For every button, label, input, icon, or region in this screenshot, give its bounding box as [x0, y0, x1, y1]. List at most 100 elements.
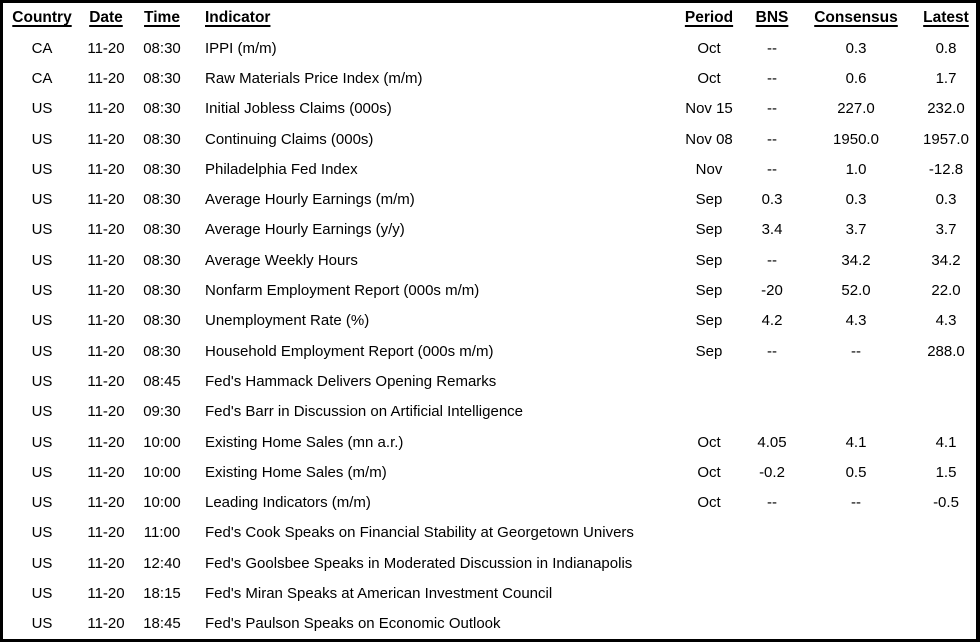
cell-bns: 4.05 [757, 433, 787, 451]
cell-consensus: 4.1 [845, 433, 867, 451]
table-row: US 11-20 08:30 Average Hourly Earnings (m/m… [3, 184, 976, 214]
cell-date: 11-20 [87, 39, 125, 57]
table-row: US 11-20 08:30 Nonfarm Employment Report (0… [3, 275, 976, 305]
column-header-indicator: Indicator [193, 3, 670, 33]
column-header-label: Time [144, 9, 180, 27]
cell-consensus [796, 609, 916, 639]
cell-indicator: Continuing Claims (000s) [205, 130, 374, 148]
cell-latest: -12.8 [928, 160, 964, 178]
cell-time: 10:00 [143, 433, 181, 451]
column-header-label: Period [684, 9, 734, 27]
cell-country: US [31, 372, 53, 390]
cell-indicator: Fed's Paulson Speaks on Economic Outlook [205, 615, 501, 633]
column-header-country: Country [3, 3, 81, 33]
cell-date: 11-20 [87, 69, 125, 87]
cell-period: Sep [695, 191, 723, 209]
cell-date: 11-20 [87, 312, 125, 330]
cell-time: 08:30 [143, 130, 181, 148]
cell-bns: -- [767, 160, 777, 178]
table-row: US 11-20 09:30 Fed's Barr in Discussion on … [3, 397, 976, 427]
cell-indicator: Household Employment Report (000s m/m) [205, 342, 494, 360]
cell-country: US [31, 615, 53, 633]
cell-date: 11-20 [87, 403, 125, 421]
cell-consensus [796, 578, 916, 608]
cell-time: 08:45 [143, 372, 181, 390]
column-header-bns: BNS [748, 3, 796, 33]
cell-consensus: 0.3 [845, 39, 867, 57]
header-row: Country Date Time Indicator Period BNS Consens… [3, 3, 976, 33]
cell-indicator: Raw Materials Price Index (m/m) [205, 69, 423, 87]
cell-indicator: IPPI (m/m) [205, 39, 277, 57]
cell-consensus: 1950.0 [833, 130, 879, 148]
cell-latest: 4.3 [935, 312, 957, 330]
cell-bns: 0.3 [761, 191, 783, 209]
cell-consensus [796, 548, 916, 578]
cell-country: US [31, 524, 53, 542]
cell-country: US [31, 160, 53, 178]
cell-period: Oct [697, 433, 721, 451]
table-row: US 11-20 18:15 Fed's Miran Speaks at Americ… [3, 578, 976, 608]
cell-period: Oct [697, 494, 721, 512]
column-header-label: Consensus [814, 9, 898, 27]
table-row: US 11-20 08:30 Philadelphia Fed Index Nov -- 1… [3, 154, 976, 184]
cell-time: 18:45 [143, 615, 181, 633]
cell-period: Nov 15 [685, 100, 733, 118]
cell-date: 11-20 [87, 433, 125, 451]
cell-period: Sep [695, 221, 723, 239]
table-row: US 11-20 08:30 Average Weekly Hours Sep -- 34.… [3, 245, 976, 275]
cell-latest [916, 609, 976, 639]
cell-date: 11-20 [87, 342, 125, 360]
cell-latest: 232.0 [927, 100, 965, 118]
cell-time: 08:30 [143, 69, 181, 87]
cell-period [670, 578, 748, 608]
cell-latest: -0.5 [933, 494, 959, 512]
cell-time: 10:00 [143, 494, 181, 512]
cell-time: 08:30 [143, 312, 181, 330]
cell-date: 11-20 [87, 584, 125, 602]
cell-time: 10:00 [143, 463, 181, 481]
cell-period [670, 609, 748, 639]
table-row: CA 11-20 08:30 Raw Materials Price Index (m… [3, 63, 976, 93]
economic-calendar-table: Country Date Time Indicator Period BNS Consens… [3, 3, 976, 639]
cell-time: 12:40 [143, 554, 181, 572]
table-row: US 11-20 08:30 Average Hourly Earnings (y/y… [3, 215, 976, 245]
cell-country: US [31, 403, 53, 421]
cell-time: 08:30 [143, 342, 181, 360]
cell-latest [916, 578, 976, 608]
table-body: CA 11-20 08:30 IPPI (m/m) Oct -- 0.3 0.8 CA 11-20… [3, 33, 976, 639]
cell-period: Nov 08 [685, 130, 733, 148]
table-row: US 11-20 12:40 Fed's Goolsbee Speaks in Mod… [3, 548, 976, 578]
table-row: US 11-20 10:00 Existing Home Sales (m/m) Oct… [3, 457, 976, 487]
cell-bns: -- [767, 130, 777, 148]
cell-country: US [31, 100, 53, 118]
cell-latest: 0.3 [935, 191, 957, 209]
cell-consensus: 0.3 [845, 191, 867, 209]
cell-bns: -- [767, 251, 777, 269]
cell-date: 11-20 [87, 251, 125, 269]
cell-period: Oct [697, 69, 721, 87]
cell-latest: 22.0 [931, 282, 961, 300]
cell-period: Nov [695, 160, 723, 178]
cell-latest: 1.5 [935, 463, 957, 481]
cell-time: 11:00 [143, 524, 181, 542]
cell-bns: -0.2 [759, 463, 785, 481]
cell-bns [748, 578, 796, 608]
cell-time: 08:30 [143, 282, 181, 300]
cell-bns: -- [767, 69, 777, 87]
cell-date: 11-20 [87, 221, 125, 239]
cell-period [670, 366, 748, 396]
cell-country: US [31, 584, 53, 602]
column-header-label: Date [89, 9, 123, 27]
cell-date: 11-20 [87, 494, 125, 512]
column-header-label: Country [12, 9, 72, 27]
cell-bns: -- [767, 100, 777, 118]
cell-period [670, 518, 748, 548]
cell-latest: 34.2 [931, 251, 961, 269]
cell-latest: 0.8 [935, 39, 957, 57]
cell-country: US [31, 191, 53, 209]
cell-consensus: -- [851, 494, 861, 512]
cell-indicator: Existing Home Sales (m/m) [205, 463, 387, 481]
cell-bns: -- [767, 342, 777, 360]
cell-bns [748, 397, 796, 427]
cell-country: US [31, 494, 53, 512]
